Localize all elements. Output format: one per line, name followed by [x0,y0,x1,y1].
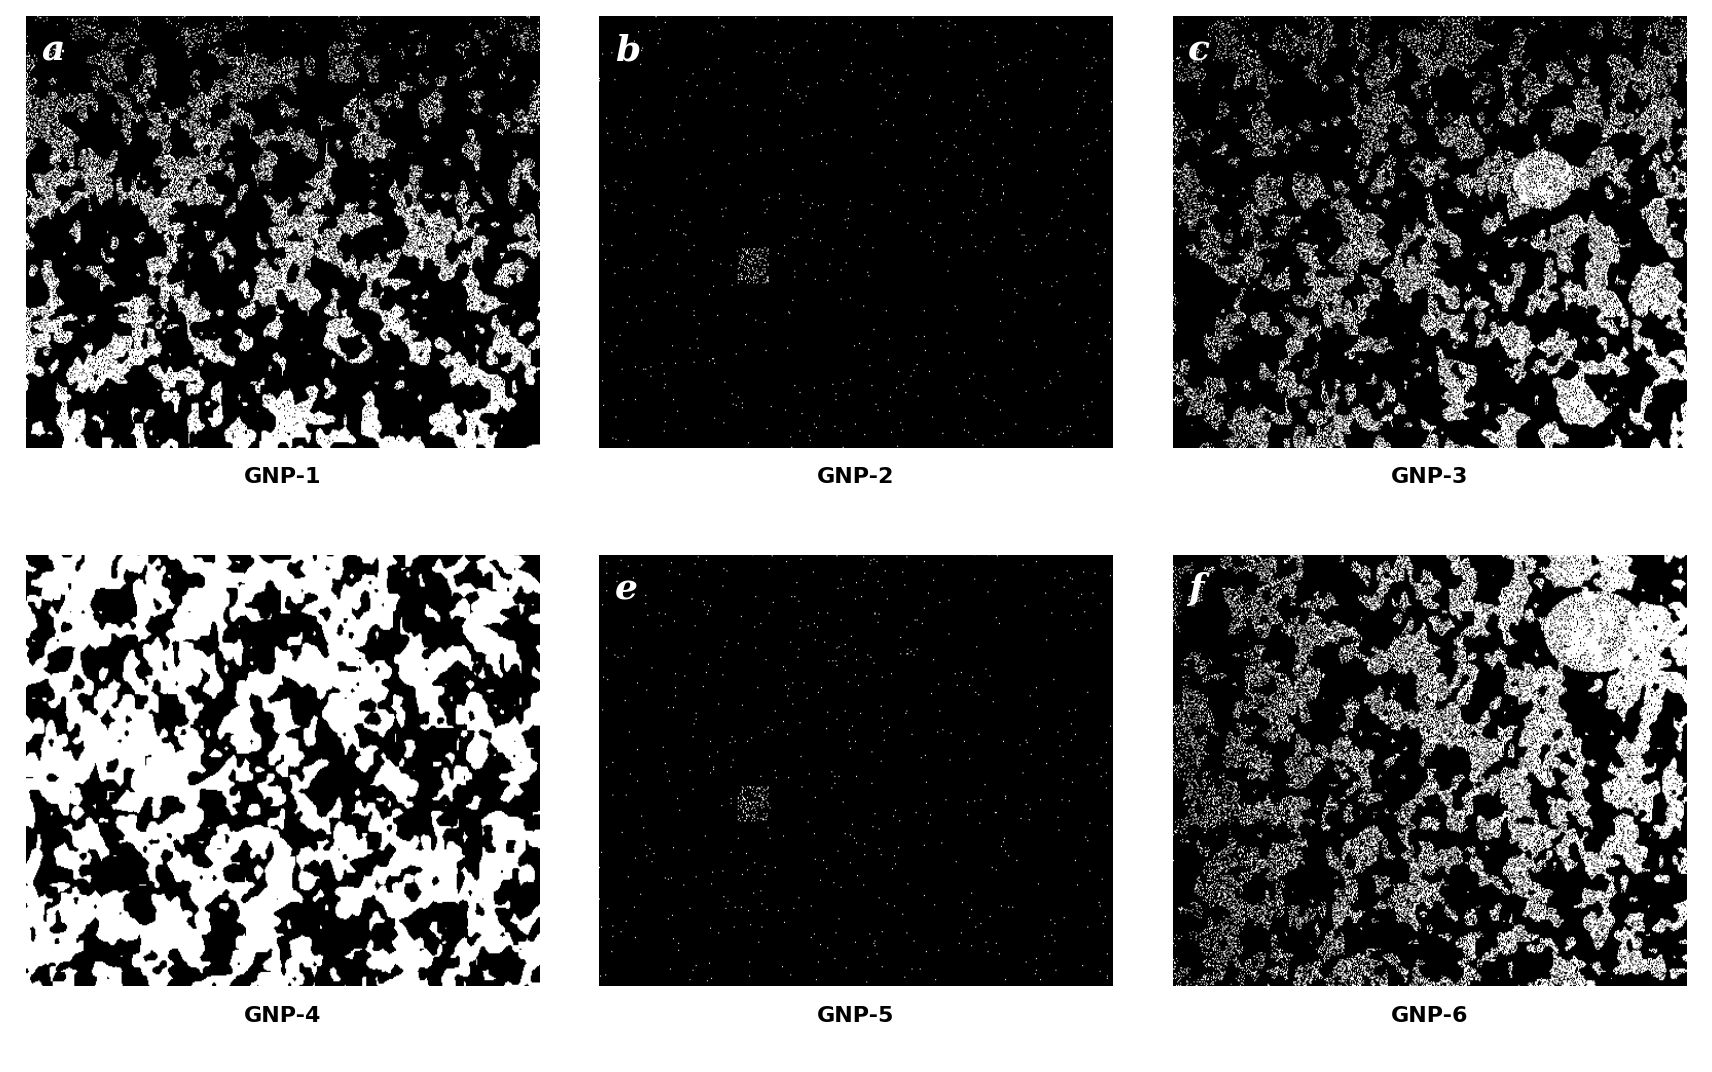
Text: GNP-6: GNP-6 [1390,1006,1469,1026]
Text: b: b [615,33,640,68]
Text: d: d [41,572,67,606]
Text: GNP-5: GNP-5 [817,1006,895,1026]
Text: GNP-1: GNP-1 [243,467,322,487]
Text: GNP-3: GNP-3 [1390,467,1469,487]
Text: a: a [41,33,65,68]
Text: c: c [1188,33,1210,68]
Text: GNP-2: GNP-2 [817,467,895,487]
Text: e: e [615,572,637,606]
Text: GNP-4: GNP-4 [243,1006,322,1026]
Text: f: f [1188,572,1204,606]
